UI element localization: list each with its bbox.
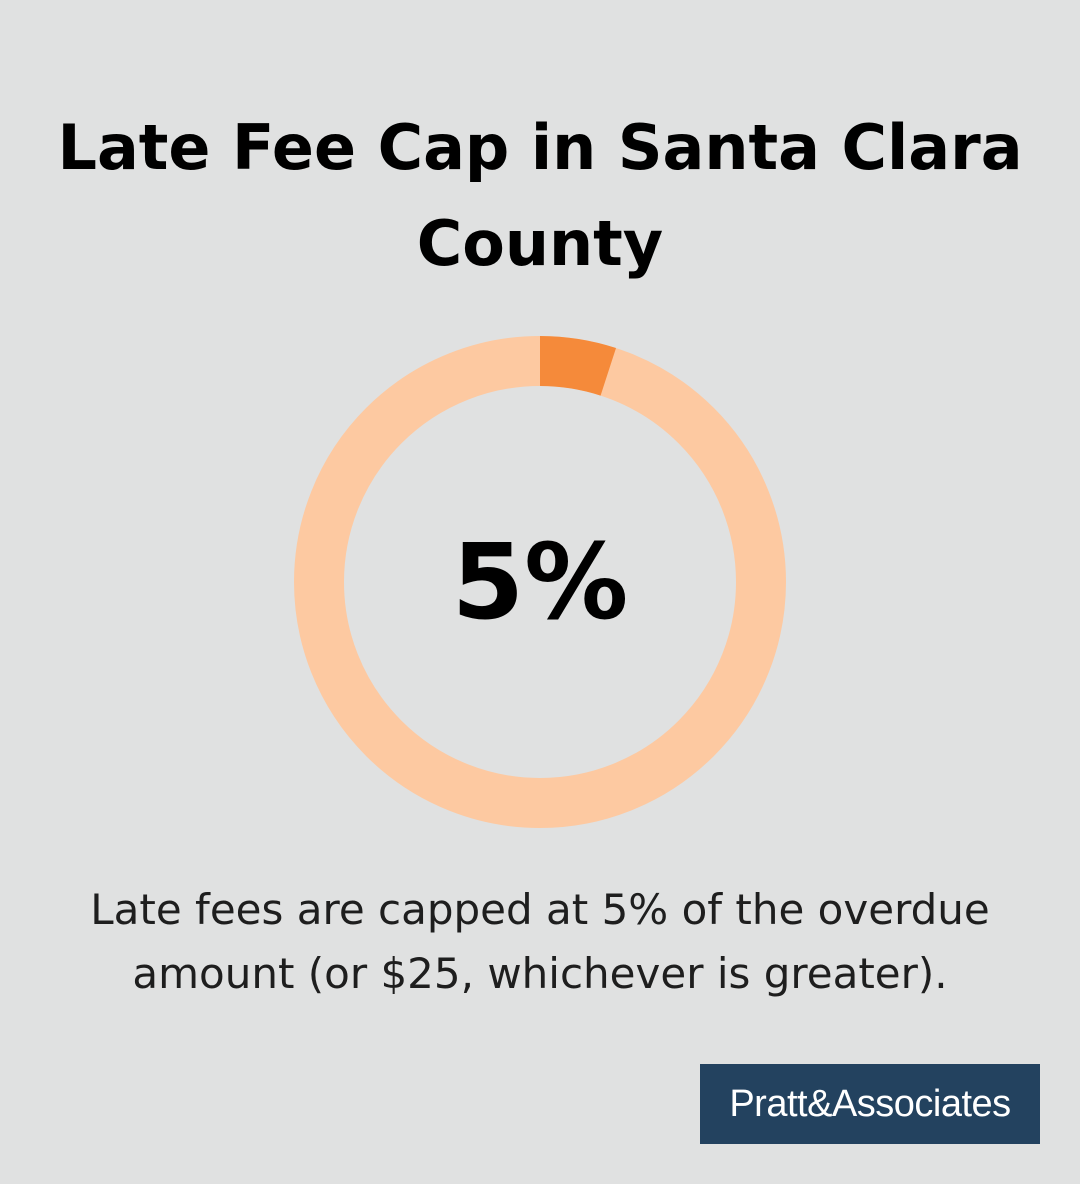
- description: Late fees are capped at 5% of the overdu…: [90, 885, 990, 998]
- donut-segment: [540, 336, 617, 396]
- logo: Pratt&Associates: [700, 1064, 1040, 1144]
- chart-title: Late Fee Cap in Santa Clara County: [57, 111, 1023, 280]
- center-label: 5%: [452, 521, 629, 643]
- chart: 5%: [294, 336, 786, 828]
